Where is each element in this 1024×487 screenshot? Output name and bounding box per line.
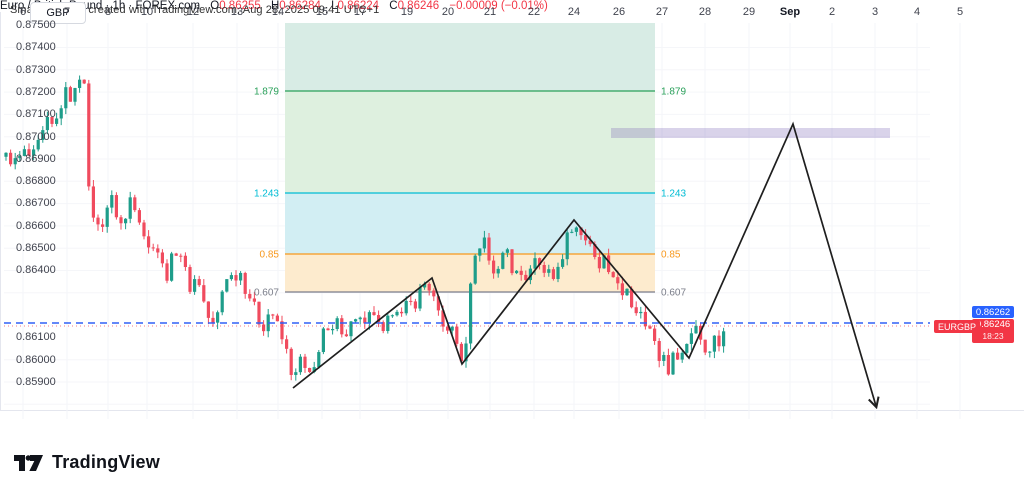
fib-labels: 1.879 1.879 1.243 1.243 0.85 0.85 0.607 0.607: [254, 87, 686, 299]
fib-label-right: 0.85: [661, 250, 681, 261]
price-lines: [4, 322, 930, 327]
time-tick-label: 5: [956, 6, 964, 18]
symbol-price-value: 0.86246: [975, 319, 1011, 330]
time-tick-label: 21: [483, 6, 497, 18]
fib-label-left: 1.879: [254, 87, 279, 98]
price-tick-label: 0.86700: [16, 197, 56, 210]
open-value: 0.86255: [219, 0, 261, 12]
price-tick-label: 0.86900: [16, 152, 56, 165]
price-tick-label: 0.87200: [16, 85, 56, 98]
last-bid-price-label: 0.86262: [972, 306, 1014, 318]
currency-button[interactable]: GBP: [30, 2, 86, 24]
fib-label-right: 0.607: [661, 288, 686, 299]
time-tick-label: 6: [19, 6, 27, 18]
fib-label-left: 1.243: [254, 189, 279, 200]
time-tick-label: 3: [871, 6, 879, 18]
high-label: H: [270, 0, 280, 12]
bar-countdown: 18:23: [982, 331, 1004, 341]
time-tick-label: 2: [828, 6, 836, 18]
price-tick-label: 0.87300: [16, 63, 56, 76]
supply-zone-box[interactable]: [611, 128, 890, 138]
time-tick-label: 4: [913, 6, 921, 18]
time-tick-label: 15: [315, 6, 329, 18]
price-axis[interactable]: GBP 0.87500 0.87400 0.87300 0.87200 0.87100 0…: [0, 2, 93, 410]
fib-label-right: 1.243: [661, 189, 686, 200]
time-tick-label: 12: [186, 6, 200, 18]
fib-label-left: 0.607: [254, 288, 279, 299]
price-tick-label: 0.87500: [16, 19, 56, 31]
time-tick-label: Sep: [779, 6, 801, 18]
time-tick-label: 7: [63, 6, 71, 18]
price-tick-label: 0.86400: [16, 264, 56, 277]
price-tick-label: 0.86000: [16, 353, 56, 366]
price-tick-label: 0.87000: [16, 130, 56, 143]
attribution-text: SmallHeadGuy created with TradingView.co…: [10, 4, 380, 16]
projection-trend-line[interactable]: [292, 121, 876, 406]
time-tick-label: 24: [567, 6, 581, 18]
time-tick-label: 27: [655, 6, 669, 18]
symbol-name-tag: EURGBP: [934, 320, 981, 333]
open-label: O: [210, 0, 220, 12]
time-tick-label: 22: [527, 6, 541, 18]
price-tick-label: 0.87400: [16, 41, 56, 54]
price-tick-label: 0.86100: [16, 331, 56, 344]
price-tick-label: 0.87100: [16, 108, 56, 121]
price-tick-label: 0.86800: [16, 175, 56, 188]
tradingview-branding[interactable]: TradingView: [14, 452, 160, 473]
time-axis[interactable]: 6 7 8 10 12 13 14 15 17 19 20 21 22 24 26 27 28 29 Sep 2 3 4 5: [0, 6, 1024, 437]
low-label: L: [331, 0, 338, 12]
time-tick-label: 17: [353, 6, 367, 18]
time-tick-label: 13: [230, 6, 244, 18]
fib-label-left: 0.85: [260, 250, 280, 261]
time-tick-label: 29: [742, 6, 756, 18]
time-tick-label: 19: [400, 6, 414, 18]
time-tick-label: 28: [698, 6, 712, 18]
high-value: 0.86284: [279, 0, 321, 12]
tradingview-logo-icon: [14, 454, 43, 471]
candlesticks: [4, 75, 726, 381]
price-tick-label: 0.86600: [16, 219, 56, 232]
price-tick-label: 0.85900: [16, 375, 56, 388]
time-tick-label: 20: [441, 6, 455, 18]
change-value: −0.00009 (−0.01%): [449, 0, 548, 12]
time-tick-label: 26: [612, 6, 626, 18]
low-value: 0.86224: [337, 0, 380, 12]
price-tick-label: 0.86500: [16, 242, 56, 254]
tradingview-wordmark: TradingView: [52, 452, 160, 472]
time-tick-label: 8: [104, 6, 112, 18]
time-tick-label: 14: [271, 6, 285, 18]
close-label: C: [389, 0, 398, 12]
time-tick-label: 10: [140, 6, 154, 18]
fib-label-right: 1.879: [661, 87, 686, 98]
close-value: 0.86246: [397, 0, 440, 12]
